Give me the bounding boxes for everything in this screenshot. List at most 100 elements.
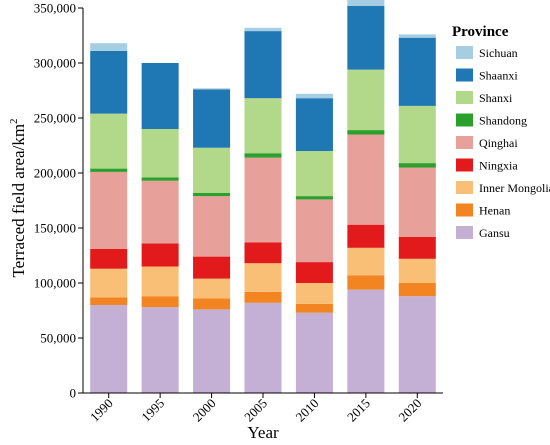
bar-2005-shanxi [244, 98, 282, 154]
bar-2005-ningxia [244, 242, 282, 264]
legend-swatch-ningxia [456, 158, 473, 172]
bar-2020-inner-mongolia [398, 258, 436, 283]
bar-2005-gansu [244, 302, 282, 393]
bar-2000-ningxia [193, 256, 231, 279]
y-axis-title: Terraced field area/km2 [8, 118, 28, 277]
y-tick-label: 50,000 [40, 331, 76, 346]
bar-2015-shandong [347, 130, 385, 135]
bar-2005-inner-mongolia [244, 263, 282, 292]
y-tick-label: 150,000 [34, 221, 76, 236]
bar-1990-inner-mongolia [90, 268, 128, 298]
bar-2010-shaanxi [295, 98, 333, 151]
bar-2020-qinghai [398, 167, 436, 237]
x-ticks-group: 1990 1995 2000 2005 2010 2015 2020 [87, 393, 424, 425]
x-tick-label: 2005 [241, 396, 270, 425]
bar-1990-shanxi [90, 113, 128, 169]
bar-1995-qinghai [141, 180, 179, 244]
bar-2010-sichuan [295, 93, 333, 99]
x-tick-label: 1995 [138, 396, 167, 425]
bar-2010-gansu [295, 312, 333, 393]
legend-swatch-shanxi [456, 91, 473, 104]
y-axis-title-superscript: 2 [8, 118, 20, 124]
x-axis-title: Year [247, 423, 279, 442]
bar-2020-ningxia [398, 236, 436, 259]
bar-2005-shaanxi [244, 31, 282, 99]
legend-swatch-inner-mongolia [456, 181, 473, 194]
bar-2010-shanxi [295, 151, 333, 197]
bar-2015-qinghai [347, 134, 385, 225]
legend-label-inner-mongolia: Inner Mongolia [479, 181, 550, 195]
bar-2000-qinghai [193, 196, 231, 257]
legend-label-shandong: Shandong [479, 114, 527, 128]
legend-swatch-sichuan [456, 46, 473, 59]
bar-2010-henan [295, 303, 333, 313]
y-tick-label: 100,000 [34, 276, 76, 291]
y-tick-label: 350,000 [34, 1, 76, 16]
y-tick-label: 200,000 [34, 166, 76, 181]
y-ticks-group: 0 50,000 100,000 150,000 200,000 250,000 300,0… [34, 1, 83, 401]
bar-1995-gansu [141, 307, 179, 393]
legend-label-henan: Henan [479, 204, 510, 218]
y-axis-title-text: Terraced field area/km [9, 124, 28, 278]
legend-title: Province [452, 24, 509, 40]
bar-2000-henan [193, 298, 231, 310]
bar-2015-shaanxi [347, 5, 385, 70]
bar-2000-shanxi [193, 147, 231, 193]
bar-1995-shaanxi [141, 63, 179, 129]
bar-2015-sichuan [347, 0, 385, 6]
bar-2020-sichuan [398, 34, 436, 38]
bar-1995-henan [141, 296, 179, 308]
y-tick-label: 300,000 [34, 56, 76, 71]
bar-2015-henan [347, 275, 385, 290]
legend-label-shaanxi: Shaanxi [479, 69, 518, 83]
bar-1990-ningxia [90, 248, 128, 269]
legend: Sichuan Shaanxi Shanxi Shandong Qinghai Ningx… [456, 46, 550, 240]
bar-2020-gansu [398, 296, 436, 393]
bar-2010-ningxia [295, 262, 333, 283]
legend-swatch-gansu [456, 226, 473, 239]
x-tick-label: 1990 [87, 396, 116, 425]
bars-group [90, 0, 436, 393]
bar-2005-henan [244, 291, 282, 303]
bar-2020-henan [398, 283, 436, 297]
bar-2020-shandong [398, 163, 436, 168]
bar-2000-gansu [193, 309, 231, 393]
legend-label-qinghai: Qinghai [479, 136, 518, 150]
bar-2010-qinghai [295, 199, 333, 263]
bar-2015-gansu [347, 289, 385, 393]
bar-2000-shandong [193, 192, 231, 197]
bar-2005-qinghai [244, 157, 282, 243]
legend-label-ningxia: Ningxia [479, 159, 518, 173]
bar-1995-inner-mongolia [141, 266, 179, 297]
bar-2015-shanxi [347, 69, 385, 131]
legend-label-sichuan: Sichuan [479, 46, 518, 60]
bar-1995-shanxi [141, 129, 179, 178]
bar-2015-ningxia [347, 224, 385, 248]
bar-2000-sichuan [193, 88, 231, 90]
bar-1995-ningxia [141, 243, 179, 267]
bar-2000-inner-mongolia [193, 278, 231, 299]
x-tick-label: 2015 [344, 396, 373, 425]
y-tick-label: 250,000 [34, 111, 76, 126]
bar-1990-qinghai [90, 171, 128, 249]
legend-swatch-shandong [456, 113, 473, 127]
bar-1990-shandong [90, 168, 128, 172]
bar-1990-henan [90, 297, 128, 305]
bar-2010-inner-mongolia [295, 283, 333, 304]
bar-1990-shaanxi [90, 50, 128, 114]
y-tick-label: 0 [70, 386, 77, 401]
legend-label-shanxi: Shanxi [479, 91, 513, 105]
bar-2015-inner-mongolia [347, 247, 385, 276]
legend-swatch-shaanxi [456, 68, 473, 82]
bar-1995-shandong [141, 177, 179, 181]
legend-swatch-henan [456, 203, 473, 217]
bar-2010-shandong [295, 196, 333, 200]
legend-label-gansu: Gansu [479, 226, 510, 240]
bar-2005-shandong [244, 153, 282, 158]
x-tick-label: 2010 [293, 396, 322, 425]
legend-swatch-qinghai [456, 136, 473, 149]
bar-2020-shaanxi [398, 37, 436, 106]
x-tick-label: 2020 [395, 396, 424, 425]
bar-1990-gansu [90, 305, 128, 393]
